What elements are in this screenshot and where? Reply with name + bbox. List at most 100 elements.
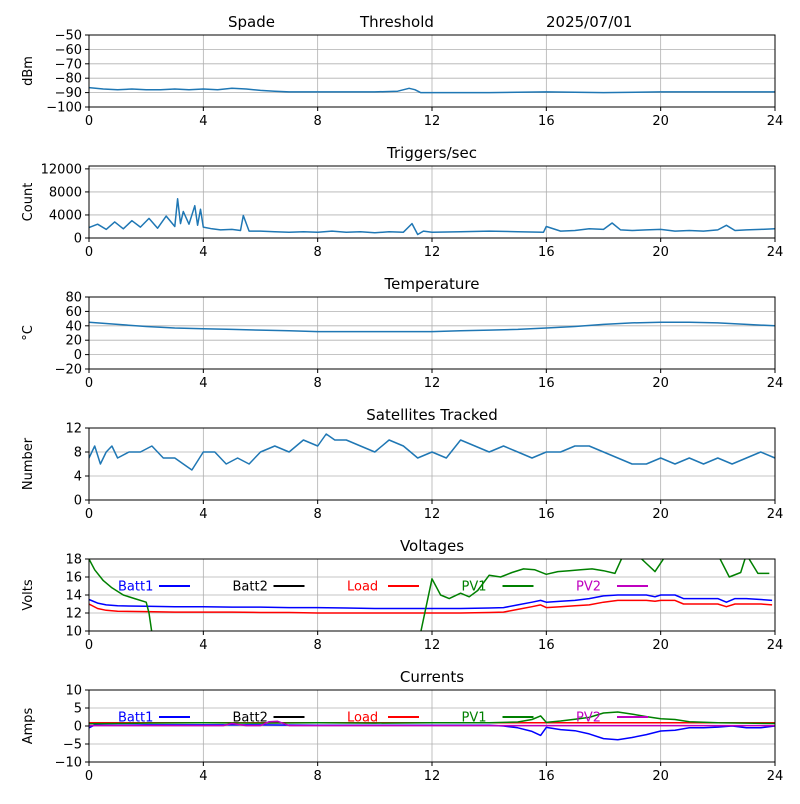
y-tick-label: 4 bbox=[74, 470, 82, 485]
y-tick-label: 40 bbox=[65, 319, 82, 334]
series-line-batt1 bbox=[89, 594, 773, 610]
chart-title: Satellites Tracked bbox=[366, 406, 497, 424]
y-axis-label: °C bbox=[21, 325, 36, 341]
legend-label-pv1: PV1 bbox=[462, 711, 487, 726]
x-tick-label: 20 bbox=[652, 245, 669, 260]
y-tick-label: −60 bbox=[55, 43, 82, 58]
x-tick-label: 16 bbox=[538, 507, 555, 522]
chart-title: Voltages bbox=[400, 537, 464, 555]
x-tick-label: 8 bbox=[314, 245, 322, 260]
x-tick-label: 12 bbox=[424, 507, 441, 522]
x-tick-label: 0 bbox=[85, 245, 93, 260]
x-tick-label: 0 bbox=[85, 114, 93, 129]
x-tick-label: 12 bbox=[424, 769, 441, 784]
legend-label-pv2: PV2 bbox=[576, 580, 601, 595]
y-tick-label: 60 bbox=[65, 305, 82, 320]
x-tick-label: 16 bbox=[538, 376, 555, 391]
y-axis-label: Amps bbox=[21, 707, 36, 744]
x-tick-label: 4 bbox=[199, 507, 207, 522]
y-tick-label: −5 bbox=[63, 738, 82, 753]
x-tick-label: 12 bbox=[424, 114, 441, 129]
x-tick-label: 8 bbox=[314, 376, 322, 391]
legend-label-batt1: Batt1 bbox=[118, 711, 153, 726]
x-tick-label: 24 bbox=[767, 769, 784, 784]
x-tick-label: 8 bbox=[314, 507, 322, 522]
x-tick-label: 0 bbox=[85, 507, 93, 522]
x-tick-label: 8 bbox=[314, 114, 322, 129]
panel-2: 0 4 8 12 16 20 24 0 4000 8000 12000 Triggers/sec Cou… bbox=[21, 144, 783, 260]
header-site: Spade bbox=[228, 13, 275, 31]
y-tick-label: 0 bbox=[74, 720, 82, 735]
x-tick-label: 24 bbox=[767, 114, 784, 129]
legend-label-batt1: Batt1 bbox=[118, 580, 153, 595]
y-tick-label: 4000 bbox=[49, 208, 82, 223]
x-tick-label: 16 bbox=[538, 638, 555, 653]
series-line-pv2 bbox=[89, 720, 775, 727]
x-tick-label: 12 bbox=[424, 638, 441, 653]
x-tick-label: 12 bbox=[424, 245, 441, 260]
legend-label-load: Load bbox=[347, 580, 378, 595]
y-tick-label: 12 bbox=[65, 607, 82, 622]
y-tick-label: 18 bbox=[65, 553, 82, 568]
x-tick-label: 8 bbox=[314, 769, 322, 784]
x-tick-label: 0 bbox=[85, 769, 93, 784]
y-tick-label: −100 bbox=[46, 101, 82, 116]
x-tick-label: 4 bbox=[199, 114, 207, 129]
legend-label-pv2: PV2 bbox=[576, 711, 601, 726]
series-line-load bbox=[89, 599, 773, 614]
y-tick-label: 20 bbox=[65, 334, 82, 349]
y-tick-label: 14 bbox=[65, 589, 82, 604]
y-tick-label: 0 bbox=[74, 232, 82, 247]
x-tick-label: 4 bbox=[199, 376, 207, 391]
y-tick-label: −20 bbox=[55, 363, 82, 378]
panel-5: 0 4 8 12 16 20 24 10 12 14 16 18 Voltages Volts Batt1 B… bbox=[21, 537, 783, 653]
x-tick-label: 16 bbox=[538, 769, 555, 784]
y-tick-label: 16 bbox=[65, 571, 82, 586]
y-axis-label: dBm bbox=[21, 56, 36, 86]
series-line-pv1 bbox=[89, 559, 770, 631]
y-tick-label: −50 bbox=[55, 29, 82, 44]
series-line-value bbox=[89, 321, 775, 333]
y-tick-label: 10 bbox=[65, 625, 82, 640]
y-axis-label: Number bbox=[21, 437, 36, 490]
legend-label-pv1: PV1 bbox=[462, 580, 487, 595]
x-tick-label: 16 bbox=[538, 245, 555, 260]
x-tick-label: 24 bbox=[767, 638, 784, 653]
x-tick-label: 4 bbox=[199, 638, 207, 653]
y-tick-label: 0 bbox=[74, 348, 82, 363]
chart-title: Temperature bbox=[383, 275, 479, 293]
x-tick-label: 12 bbox=[424, 376, 441, 391]
series-line-value bbox=[89, 433, 775, 471]
y-axis-label: Volts bbox=[21, 579, 36, 611]
x-tick-label: 20 bbox=[652, 376, 669, 391]
y-tick-label: −70 bbox=[55, 57, 82, 72]
panel-1: 0 4 8 12 16 20 24 −100−90−80−70−60−50 dBm bbox=[21, 29, 783, 130]
panel-4: 0 4 8 12 16 20 24 0 4 8 12 Satellites Tracked Number bbox=[21, 406, 783, 522]
legend-label-load: Load bbox=[347, 711, 378, 726]
legend-label-batt2: Batt2 bbox=[233, 580, 268, 595]
y-tick-label: 10 bbox=[65, 684, 82, 699]
y-tick-label: 80 bbox=[65, 291, 82, 306]
series-line-pv1 bbox=[89, 711, 775, 725]
y-tick-label: 0 bbox=[74, 494, 82, 509]
x-tick-label: 20 bbox=[652, 769, 669, 784]
header-date: 2025/07/01 bbox=[546, 13, 632, 31]
x-tick-label: 20 bbox=[652, 507, 669, 522]
y-tick-label: 12 bbox=[65, 422, 82, 437]
y-tick-label: 12000 bbox=[41, 162, 82, 177]
y-tick-label: −90 bbox=[55, 86, 82, 101]
series-line-value bbox=[89, 86, 775, 94]
x-tick-label: 24 bbox=[767, 376, 784, 391]
y-tick-label: 5 bbox=[74, 702, 82, 717]
series-line-value bbox=[89, 198, 775, 236]
x-tick-label: 4 bbox=[199, 245, 207, 260]
legend-label-batt2: Batt2 bbox=[233, 711, 268, 726]
y-tick-label: −80 bbox=[55, 72, 82, 87]
x-tick-label: 8 bbox=[314, 638, 322, 653]
y-tick-label: 8 bbox=[74, 446, 82, 461]
panel-6: 0 4 8 12 16 20 24 −10 −5 0 5 10 Currents Amps Batt1 Bat… bbox=[21, 668, 783, 784]
chart-title: Currents bbox=[400, 668, 464, 686]
chart-title: Triggers/sec bbox=[386, 144, 477, 162]
